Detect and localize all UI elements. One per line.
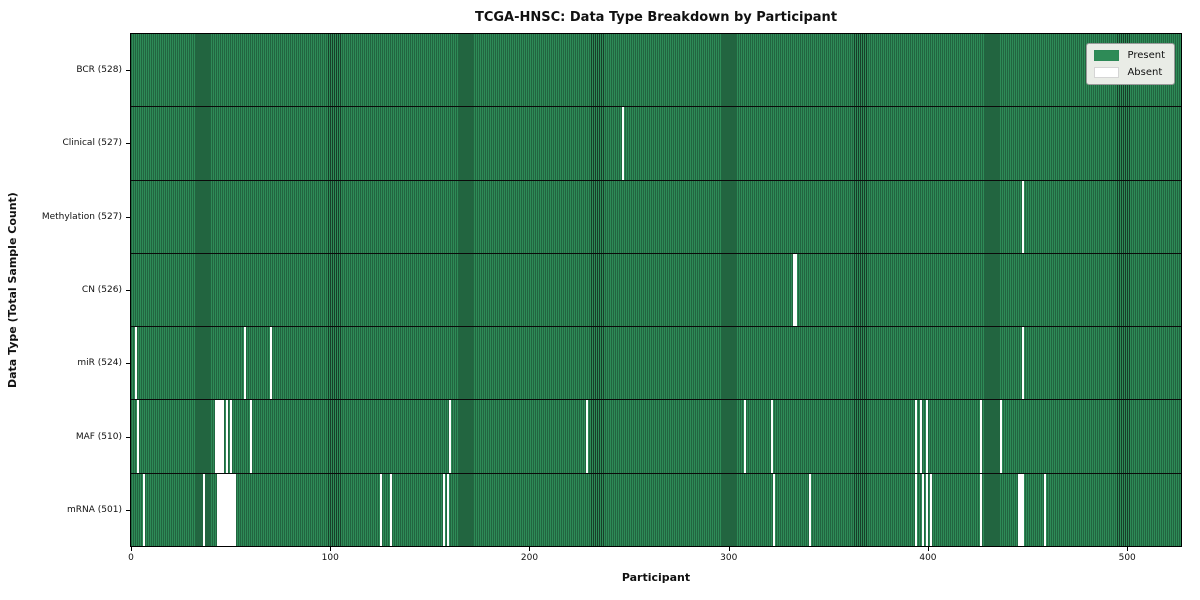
row-mir bbox=[131, 327, 1181, 401]
y-tick-label: BCR (528) bbox=[76, 64, 122, 75]
absent-gap bbox=[222, 473, 225, 546]
absent-gap bbox=[214, 400, 217, 473]
absent-gap bbox=[226, 473, 229, 546]
x-tick bbox=[130, 547, 132, 551]
absent-gap bbox=[771, 400, 774, 473]
absent-gap bbox=[270, 327, 273, 400]
absent-gap bbox=[1000, 400, 1003, 473]
absent-gap bbox=[743, 400, 746, 473]
absent-gap bbox=[218, 400, 221, 473]
absent-gap bbox=[443, 473, 446, 546]
absent-gap bbox=[389, 473, 392, 546]
absent-gap bbox=[228, 473, 231, 546]
absent-gap bbox=[795, 253, 798, 327]
present-swatch bbox=[1094, 50, 1120, 61]
row-maf bbox=[131, 400, 1181, 474]
absent-gap bbox=[230, 473, 233, 546]
absent-gap bbox=[244, 327, 247, 400]
x-tick-label: 500 bbox=[1118, 553, 1136, 563]
y-tick-label: CN (526) bbox=[81, 285, 122, 295]
y-tick-label: MAF (510) bbox=[75, 431, 122, 442]
x-tick bbox=[330, 547, 332, 551]
absent-gap bbox=[232, 473, 235, 546]
absent-gap bbox=[222, 400, 225, 473]
x-tick bbox=[927, 547, 929, 551]
absent-gap bbox=[980, 400, 983, 473]
absent-gap bbox=[379, 473, 382, 546]
heatmap-rows bbox=[131, 34, 1181, 546]
absent-gap bbox=[449, 400, 452, 473]
legend: Present Absent bbox=[1086, 43, 1175, 85]
absent-gap bbox=[216, 473, 219, 546]
absent-gap bbox=[926, 400, 929, 473]
legend-label-present: Present bbox=[1127, 50, 1165, 61]
absent-gap bbox=[914, 473, 917, 546]
x-tick-label: 300 bbox=[720, 553, 738, 563]
absent-gap bbox=[220, 400, 223, 473]
absent-gap bbox=[134, 327, 137, 400]
x-axis-label: Participant bbox=[621, 571, 691, 584]
absent-gap bbox=[793, 253, 796, 327]
absent-gap bbox=[447, 473, 450, 546]
absent-gap bbox=[586, 400, 589, 473]
x-tick-label: 100 bbox=[321, 553, 339, 563]
x-tick-label: 200 bbox=[520, 553, 539, 563]
legend-entry-present: Present bbox=[1094, 50, 1165, 61]
absent-gap bbox=[250, 400, 253, 473]
absent-gap bbox=[226, 400, 229, 473]
absent-gap bbox=[920, 400, 923, 473]
absent-gap bbox=[1043, 473, 1046, 546]
legend-entry-absent: Absent bbox=[1094, 67, 1165, 78]
absent-gap bbox=[216, 400, 219, 473]
absent-gap bbox=[622, 107, 625, 180]
absent-gap bbox=[234, 473, 237, 546]
row-cn bbox=[131, 253, 1181, 328]
x-tick bbox=[728, 547, 730, 551]
chart-title: TCGA-HNSC: Data Type Breakdown by Partic… bbox=[474, 10, 838, 25]
absent-gap bbox=[926, 473, 929, 546]
absent-gap bbox=[1021, 473, 1024, 546]
x-tick bbox=[529, 547, 531, 551]
legend-label-absent: Absent bbox=[1127, 67, 1163, 78]
y-tick-label: miR (524) bbox=[77, 358, 122, 369]
absent-gap bbox=[980, 473, 983, 546]
absent-swatch bbox=[1094, 67, 1120, 78]
absent-gap bbox=[930, 473, 933, 546]
absent-gap bbox=[1021, 180, 1024, 253]
y-axis-label: Data Type (Total Sample Count) bbox=[6, 192, 19, 388]
y-tick-label: Clinical (527) bbox=[62, 138, 122, 149]
absent-gap bbox=[922, 473, 925, 546]
absent-gap bbox=[1021, 327, 1024, 400]
row-bcr bbox=[131, 34, 1181, 108]
absent-gap bbox=[136, 400, 139, 473]
absent-gap bbox=[773, 473, 776, 546]
row-mrna bbox=[131, 473, 1181, 546]
absent-gap bbox=[142, 473, 145, 546]
x-tick-label: 0 bbox=[128, 553, 134, 563]
x-tick-label: 400 bbox=[919, 553, 937, 563]
absent-gap bbox=[809, 473, 812, 546]
absent-gap bbox=[1017, 473, 1020, 546]
absent-gap bbox=[224, 473, 227, 546]
absent-gap bbox=[220, 473, 223, 546]
row-clinical bbox=[131, 107, 1181, 181]
absent-gap bbox=[914, 400, 917, 473]
absent-gap bbox=[218, 473, 221, 546]
y-tick-label: Methylation (527) bbox=[41, 211, 122, 222]
absent-gap bbox=[1019, 473, 1022, 546]
absent-gap bbox=[230, 400, 233, 473]
plot-area: Present Absent bbox=[130, 33, 1182, 547]
row-methylation bbox=[131, 180, 1181, 254]
x-tick bbox=[1127, 547, 1129, 551]
absent-gap bbox=[202, 473, 205, 546]
y-tick-label: mRNA (501) bbox=[67, 505, 122, 516]
